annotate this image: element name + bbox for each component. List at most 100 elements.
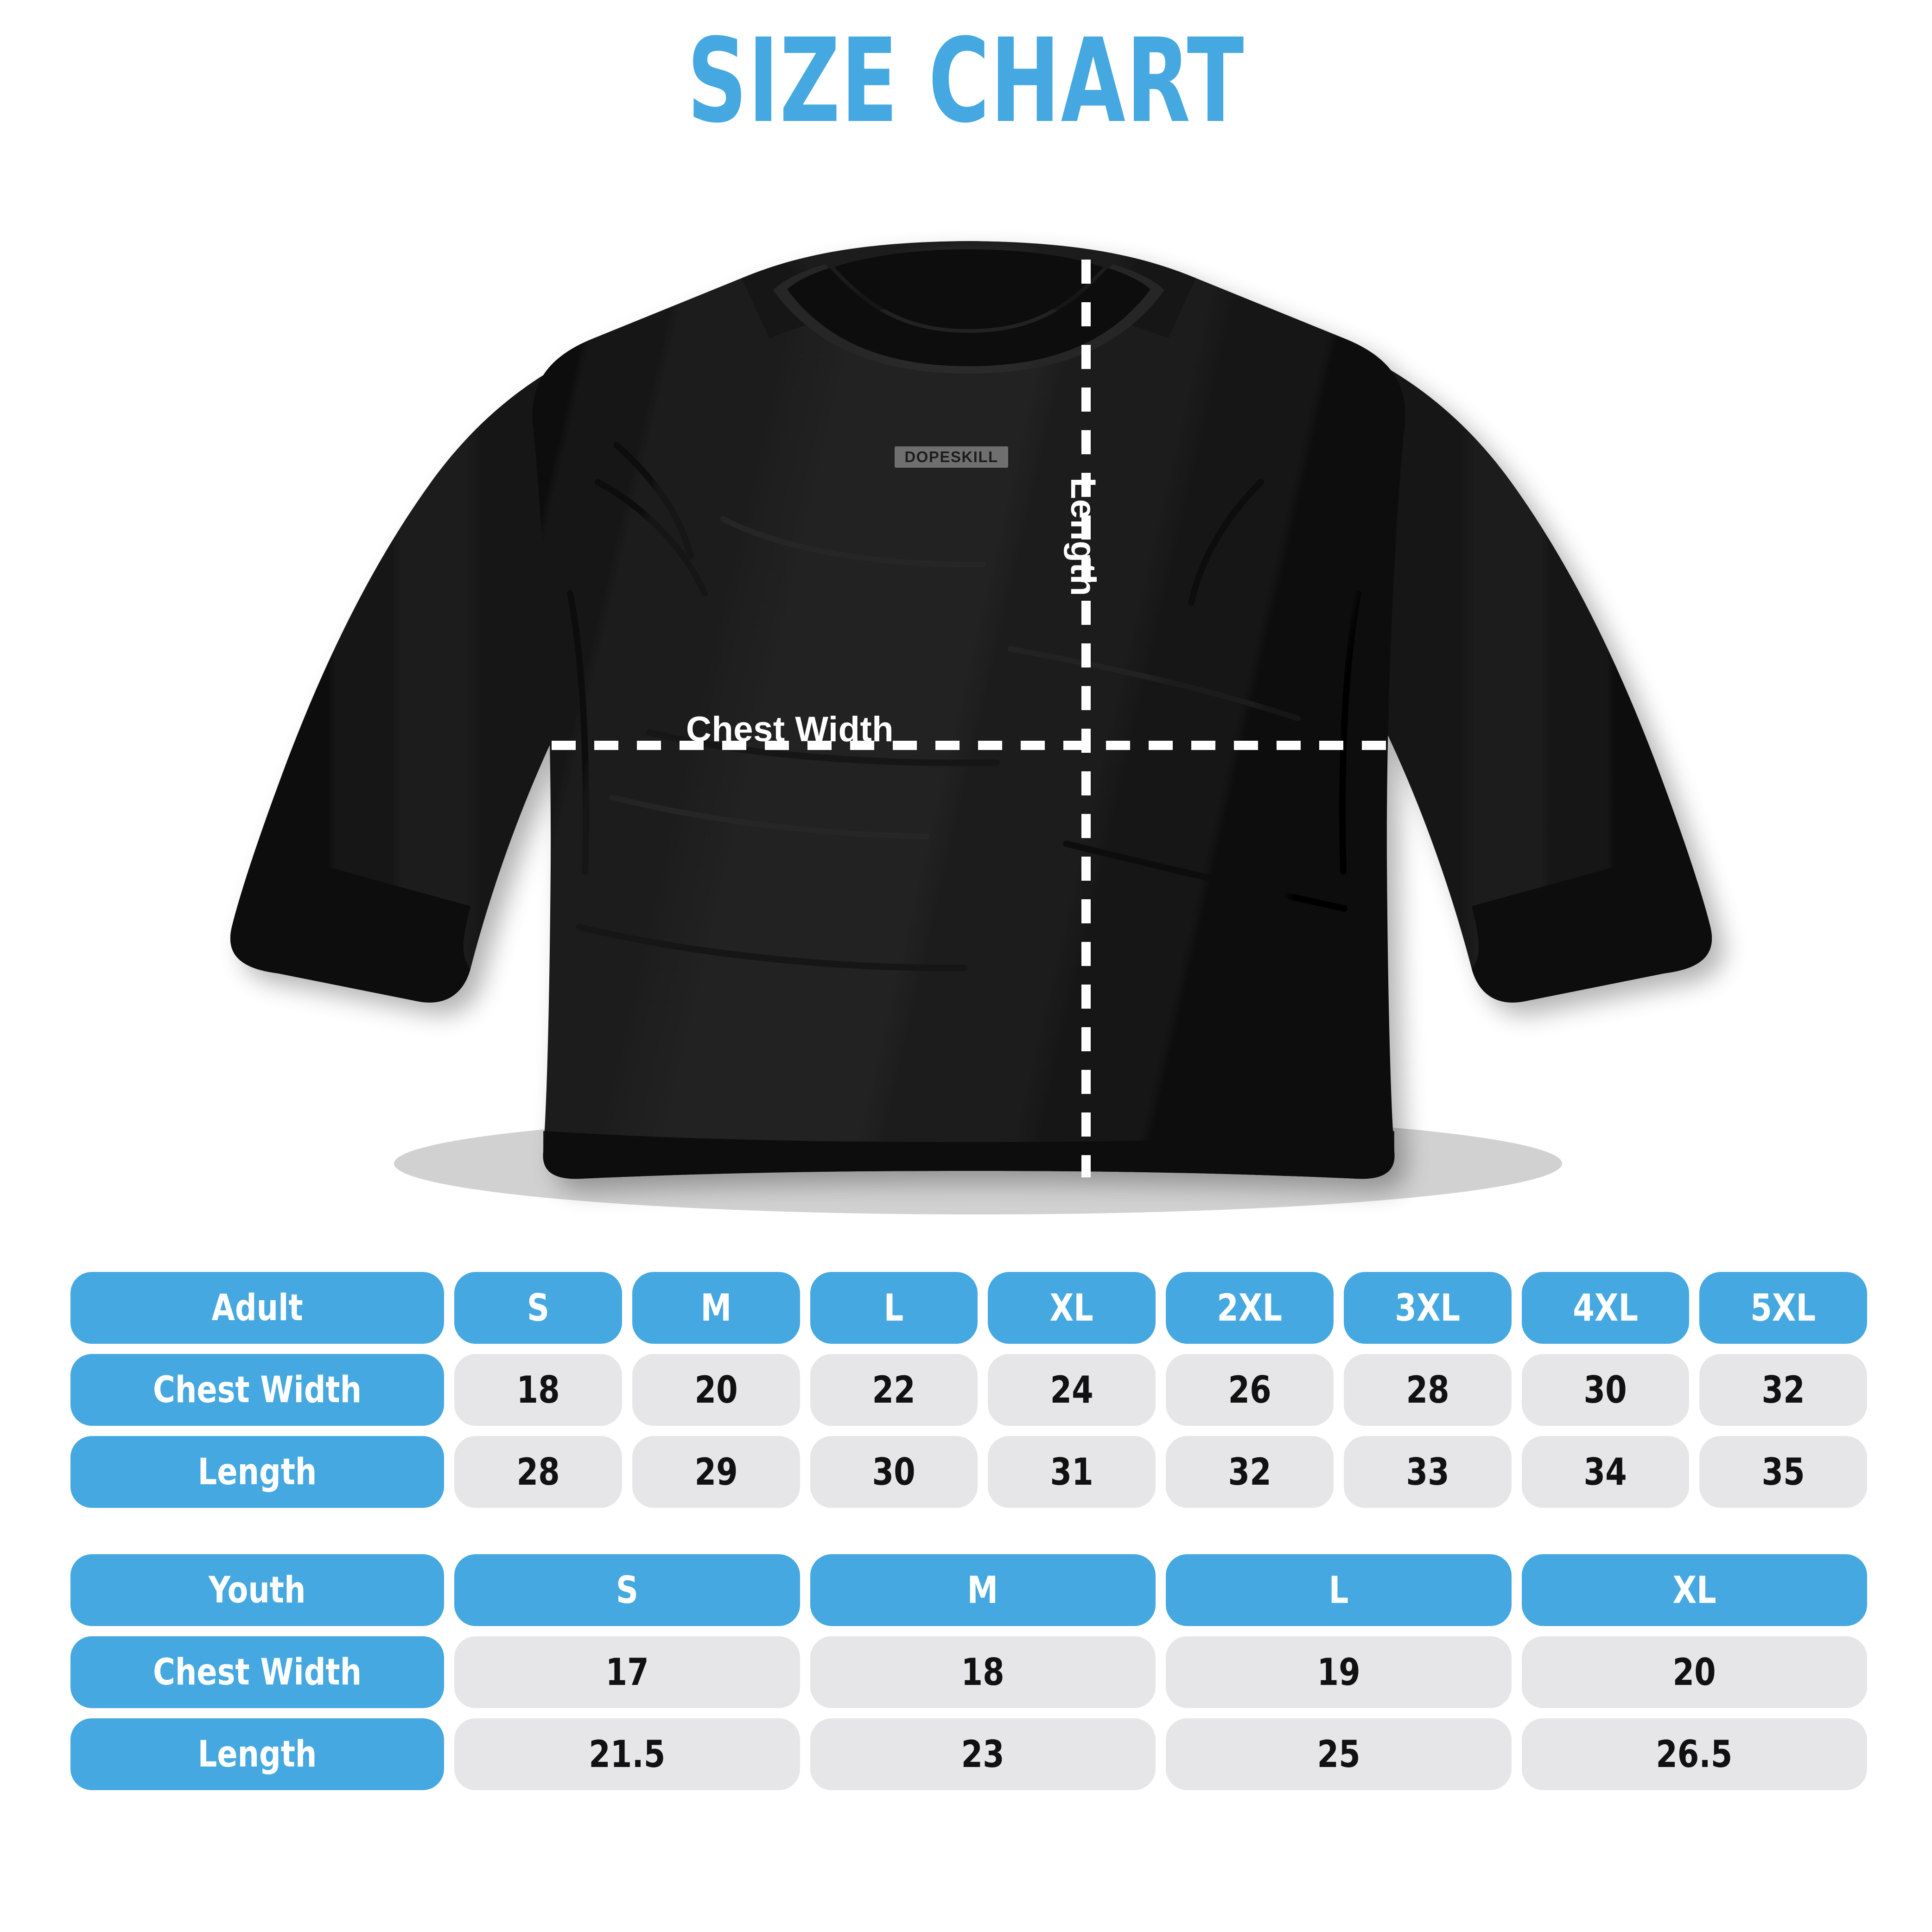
youth-chest-s: 17 bbox=[454, 1636, 800, 1708]
adult-length-l: 30 bbox=[810, 1436, 978, 1508]
size-label: L bbox=[884, 1286, 904, 1329]
adult-length-row: Length 28 29 30 31 32 33 34 35 bbox=[70, 1436, 1867, 1508]
youth-chest-xl: 20 bbox=[1521, 1636, 1867, 1708]
row-label: Chest Width bbox=[153, 1369, 362, 1411]
length-label: Length bbox=[1063, 477, 1103, 597]
cell-value: 29 bbox=[694, 1450, 738, 1493]
adult-length-xl: 31 bbox=[988, 1436, 1156, 1508]
adult-chest-3xl: 28 bbox=[1343, 1354, 1512, 1426]
adult-length-row-label-cell: Length bbox=[70, 1436, 444, 1508]
youth-length-m: 23 bbox=[810, 1718, 1156, 1790]
cell-value: 23 bbox=[961, 1733, 1004, 1776]
adult-chest-width-row-label-cell: Chest Width bbox=[70, 1354, 444, 1426]
cell-value: 28 bbox=[516, 1450, 560, 1493]
youth-size-header-s: S bbox=[454, 1554, 800, 1626]
cell-value: 30 bbox=[872, 1450, 915, 1493]
garment-illustration: DOPESKILL Chest Width Length bbox=[0, 185, 1932, 1228]
size-label: S bbox=[616, 1569, 638, 1612]
table-header-row: Adult S M L XL 2XL 3XL 4XL bbox=[70, 1272, 1867, 1344]
youth-size-header-l: L bbox=[1166, 1554, 1512, 1626]
row-label: Chest Width bbox=[153, 1651, 362, 1693]
cell-value: 20 bbox=[1672, 1651, 1716, 1694]
adult-size-header-5xl: 5XL bbox=[1699, 1272, 1867, 1344]
cell-value: 22 bbox=[872, 1368, 915, 1411]
row-label: Length bbox=[197, 1451, 317, 1493]
youth-length-xl: 26.5 bbox=[1521, 1718, 1867, 1790]
page-title: SIZE CHART bbox=[687, 13, 1245, 148]
size-tables: Adult S M L XL 2XL 3XL 4XL bbox=[70, 1272, 1867, 1790]
cell-value: 24 bbox=[1050, 1368, 1093, 1411]
adult-length-5xl: 35 bbox=[1699, 1436, 1867, 1508]
shirt-shape bbox=[230, 241, 1712, 1179]
youth-header-label: Youth bbox=[209, 1569, 306, 1611]
cell-value: 28 bbox=[1406, 1368, 1449, 1411]
size-label: M bbox=[967, 1569, 998, 1612]
youth-size-header-m: M bbox=[810, 1554, 1156, 1626]
adult-chest-xl: 24 bbox=[988, 1354, 1156, 1426]
shirt-svg bbox=[230, 241, 1712, 1214]
youth-chest-width-row-label-cell: Chest Width bbox=[70, 1636, 444, 1708]
cell-value: 20 bbox=[694, 1368, 738, 1411]
cell-value: 18 bbox=[516, 1368, 560, 1411]
size-label: S bbox=[527, 1286, 549, 1329]
adult-length-s: 28 bbox=[454, 1436, 622, 1508]
neck-tag-label: DOPESKILL bbox=[904, 448, 998, 465]
cell-value: 32 bbox=[1761, 1368, 1805, 1411]
youth-chest-width-row: Chest Width 17 18 19 20 bbox=[70, 1636, 1867, 1708]
youth-chest-l: 19 bbox=[1166, 1636, 1512, 1708]
size-label: 5XL bbox=[1750, 1286, 1816, 1329]
cell-value: 25 bbox=[1317, 1733, 1360, 1776]
size-label: 2XL bbox=[1217, 1286, 1283, 1329]
size-label: XL bbox=[1049, 1286, 1094, 1329]
youth-header-label-cell: Youth bbox=[70, 1554, 444, 1626]
adult-length-4xl: 34 bbox=[1521, 1436, 1690, 1508]
adult-chest-4xl: 30 bbox=[1521, 1354, 1690, 1426]
youth-size-table: Youth S M L XL Chest Width 17 18 19 20 bbox=[70, 1554, 1867, 1790]
adult-chest-width-row: Chest Width 18 20 22 24 26 28 30 32 bbox=[70, 1354, 1867, 1426]
row-label: Length bbox=[197, 1733, 317, 1775]
youth-length-row: Length 21.5 23 25 26.5 bbox=[70, 1718, 1867, 1790]
adult-length-m: 29 bbox=[632, 1436, 800, 1508]
youth-length-l: 25 bbox=[1166, 1718, 1512, 1790]
cell-value: 33 bbox=[1406, 1450, 1449, 1493]
cell-value: 19 bbox=[1317, 1651, 1360, 1694]
adult-length-2xl: 32 bbox=[1166, 1436, 1334, 1508]
cell-value: 34 bbox=[1583, 1450, 1627, 1493]
neck-tag: DOPESKILL bbox=[895, 446, 1008, 468]
adult-size-header-xl: XL bbox=[988, 1272, 1156, 1344]
measure-lines bbox=[552, 260, 1405, 1177]
size-label: 3XL bbox=[1395, 1286, 1461, 1329]
adult-chest-l: 22 bbox=[810, 1354, 978, 1426]
adult-chest-2xl: 26 bbox=[1166, 1354, 1334, 1426]
adult-header-label-cell: Adult bbox=[70, 1272, 444, 1344]
youth-length-row-label-cell: Length bbox=[70, 1718, 444, 1790]
cell-value: 35 bbox=[1761, 1450, 1805, 1493]
adult-chest-m: 20 bbox=[632, 1354, 800, 1426]
cell-value: 26.5 bbox=[1656, 1733, 1733, 1776]
adult-size-header-m: M bbox=[632, 1272, 800, 1344]
size-label: M bbox=[700, 1286, 731, 1329]
size-label: 4XL bbox=[1572, 1286, 1638, 1329]
adult-size-header-2xl: 2XL bbox=[1166, 1272, 1334, 1344]
cell-value: 26 bbox=[1228, 1368, 1271, 1411]
adult-size-header-4xl: 4XL bbox=[1521, 1272, 1690, 1344]
adult-size-table: Adult S M L XL 2XL 3XL 4XL bbox=[70, 1272, 1867, 1508]
cell-value: 21.5 bbox=[589, 1733, 666, 1776]
adult-chest-5xl: 32 bbox=[1699, 1354, 1867, 1426]
adult-header-label: Adult bbox=[211, 1287, 303, 1329]
youth-chest-m: 18 bbox=[810, 1636, 1156, 1708]
size-label: L bbox=[1328, 1569, 1349, 1612]
adult-size-header-s: S bbox=[454, 1272, 622, 1344]
adult-length-3xl: 33 bbox=[1343, 1436, 1512, 1508]
cell-value: 17 bbox=[605, 1651, 649, 1694]
cell-value: 32 bbox=[1228, 1450, 1271, 1493]
youth-size-header-xl: XL bbox=[1521, 1554, 1867, 1626]
cell-value: 31 bbox=[1050, 1450, 1093, 1493]
cell-value: 30 bbox=[1583, 1368, 1627, 1411]
chest-width-label: Chest Width bbox=[686, 710, 894, 749]
adult-chest-s: 18 bbox=[454, 1354, 622, 1426]
cell-value: 18 bbox=[961, 1651, 1004, 1694]
adult-size-header-l: L bbox=[810, 1272, 978, 1344]
table-header-row: Youth S M L XL bbox=[70, 1554, 1867, 1626]
page-title-wrapper: SIZE CHART bbox=[0, 23, 1932, 139]
